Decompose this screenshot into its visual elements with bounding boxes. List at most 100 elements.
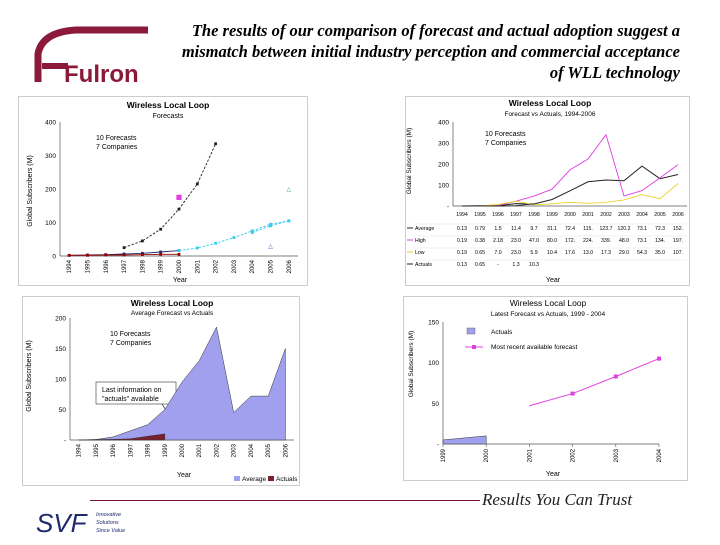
series-line: [123, 143, 217, 249]
chart-title: Wireless Local Loop: [509, 98, 592, 108]
annotation-line-2: 7 Companies: [110, 340, 152, 347]
chart-title: Wireless Local Loop: [127, 100, 210, 110]
table-row-label: High: [415, 238, 426, 244]
chart-subtitle: Forecasts: [153, 113, 184, 120]
chart-subtitle: Latest Forecast vs Actuals, 1999 - 2004: [491, 311, 606, 318]
x-tick-label: 2004: [657, 448, 663, 462]
y-tick-label: -: [64, 438, 66, 445]
data-point: [195, 182, 199, 186]
table-cell: 152.: [673, 226, 683, 232]
table-cell: 73.1: [637, 226, 647, 232]
data-point: [214, 241, 218, 245]
svf-sub-3: Since Value: [96, 528, 125, 534]
legend-average: Average: [242, 476, 266, 483]
x-tick-label: 2001: [195, 259, 201, 273]
y-tick-label: 300: [45, 153, 56, 160]
y-tick-label: 0: [52, 254, 56, 261]
data-point: [140, 253, 144, 257]
data-point: [250, 231, 254, 234]
annotation-line-2: 7 Companies: [485, 140, 527, 147]
x-tick-label: 1998: [146, 443, 152, 457]
data-point: [177, 207, 181, 211]
chart-latest-forecast-vs-actuals: Wireless Local Loop Latest Forecast vs A…: [403, 296, 688, 481]
x-tick-label: 2002: [214, 259, 220, 273]
chart-forecasts: Wireless Local Loop Forecasts Global Sub…: [18, 96, 308, 286]
table-cell: 48.0: [619, 238, 629, 244]
data-point: [159, 227, 163, 231]
table-header: 2005: [654, 212, 666, 218]
legend-forecast: Most recent available forecast: [491, 344, 578, 351]
data-point: [214, 142, 218, 146]
table-header: 2002: [600, 212, 612, 218]
data-point: [195, 246, 199, 250]
logo-text: Fulron: [64, 61, 139, 88]
data-point: [269, 224, 272, 228]
fulron-logo: Fulron: [28, 24, 168, 99]
x-axis-label: Year: [546, 471, 561, 478]
x-tick-label: 1999: [441, 448, 447, 462]
x-tick-label: 2003: [614, 448, 620, 462]
series-line-high: [461, 133, 679, 207]
table-header: 2001: [582, 212, 594, 218]
outlier-marker: △: [268, 244, 273, 250]
series-line-forecast: [529, 358, 660, 407]
svf-logo-text: SVF: [36, 508, 89, 538]
table-cell: 172.: [565, 238, 575, 244]
table-header: 2000: [564, 212, 576, 218]
data-point: [159, 250, 163, 254]
annotation-line-2: 7 Companies: [96, 144, 138, 151]
table-header: 1995: [474, 212, 486, 218]
legend-actuals: Actuals: [276, 476, 298, 483]
chart-forecast-vs-actuals: Wireless Local Loop Forecast vs Actuals,…: [405, 96, 690, 286]
table-cell: 23.0: [511, 238, 521, 244]
table-cell: 339.: [601, 238, 611, 244]
y-axis-label: Global Subscribers (M): [406, 128, 413, 194]
y-tick-label: 150: [55, 346, 66, 353]
table-cell: 7.0: [494, 250, 501, 256]
legend-actuals: Actuals: [491, 329, 513, 336]
table-cell: 73.1: [637, 238, 647, 244]
y-tick-label: -: [437, 442, 439, 449]
data-point: [67, 253, 71, 257]
table-cell: 17.6: [565, 250, 575, 256]
footer-divider: [90, 500, 480, 501]
table-cell: 1.3: [512, 262, 519, 268]
callout-line-1: Last information on: [102, 387, 162, 394]
data-point: [269, 222, 272, 226]
table-cell: 10.4: [547, 250, 557, 256]
area-actuals: [442, 435, 487, 445]
outlier-marker: △: [287, 187, 292, 193]
table-cell: 1.5: [494, 226, 501, 232]
svf-sub-1: Innovative: [96, 512, 121, 518]
table-cell: 0.19: [457, 250, 467, 256]
data-point: [177, 252, 181, 256]
x-tick-label: 1999: [159, 259, 165, 273]
table-cell: 0.65: [475, 250, 485, 256]
x-tick-label: 1994: [77, 443, 83, 457]
table-cell: 9.7: [530, 226, 537, 232]
x-axis-label: Year: [546, 277, 561, 284]
legend-swatch-actuals: [466, 327, 476, 335]
data-point: [159, 252, 163, 256]
x-axis-label: Year: [177, 472, 192, 479]
x-tick-label: 2003: [232, 443, 238, 457]
table-cell: 134.: [655, 238, 665, 244]
data-point: [287, 219, 291, 223]
x-tick-label: 2001: [197, 443, 203, 457]
x-tick-label: 1994: [67, 259, 73, 273]
x-tick-label: 2006: [287, 259, 293, 273]
y-tick-label: 150: [428, 320, 439, 327]
legend-swatch-average: [234, 476, 240, 481]
table-header: 2006: [672, 212, 684, 218]
data-point: [86, 253, 89, 257]
y-tick-label: 50: [432, 401, 440, 408]
y-axis-label: Global Subscribers (M): [26, 340, 33, 412]
y-tick-label: 300: [438, 141, 449, 148]
y-tick-label: 50: [59, 407, 67, 414]
slide-title: The results of our comparison of forecas…: [181, 21, 680, 82]
chart-subtitle: Forecast vs Actuals, 1994-2006: [504, 111, 595, 118]
data-point: [613, 374, 618, 379]
series-line-low: [461, 183, 679, 207]
x-tick-label: 2002: [214, 443, 220, 457]
table-cell: 47.0: [529, 238, 539, 244]
